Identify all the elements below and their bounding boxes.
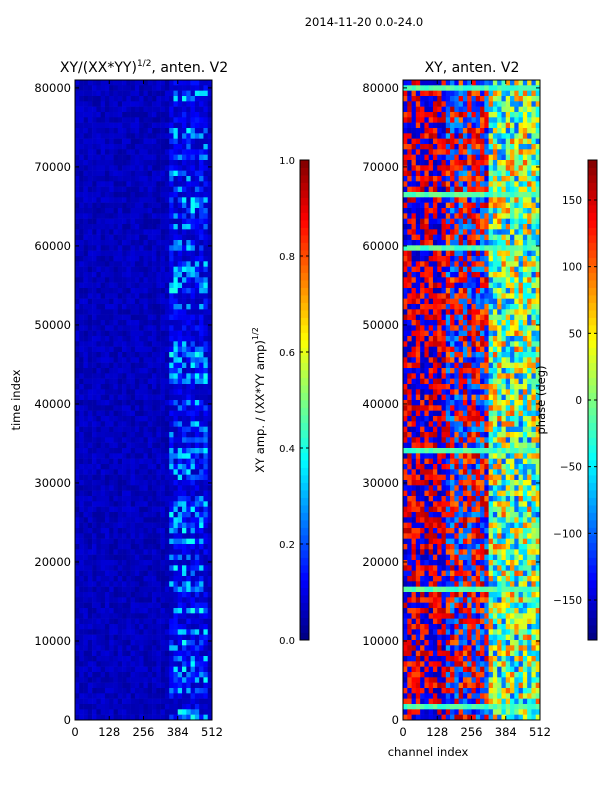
y-tick-label: 40000: [362, 397, 399, 411]
y-tick-label: 70000: [362, 160, 399, 174]
colorbar-tick-label: 0.8: [279, 252, 295, 263]
right-colorbar: −150 −100 −50 0 50 100 150: [553, 159, 598, 641]
x-tick-label: 0: [71, 725, 78, 739]
y-tick-label: 60000: [362, 239, 399, 253]
left-heatmap-cells: [75, 80, 213, 721]
y-tick-label: 40000: [34, 397, 71, 411]
colorbar-tick-label: −150: [553, 595, 582, 607]
left-plot-title: XY/(XX*YY)1/2, anten. V2: [60, 59, 228, 76]
y-tick-label: 80000: [362, 81, 399, 95]
y-tick-label: 50000: [34, 318, 71, 332]
colorbar-tick-label: −50: [560, 462, 582, 474]
y-tick-label: 0: [392, 713, 399, 727]
colorbar-tick-label: −100: [553, 528, 582, 540]
y-tick-label: 60000: [34, 239, 71, 253]
y-tick-label: 30000: [34, 476, 71, 490]
right-x-axis-label: channel index: [388, 745, 469, 759]
left-y-axis-label: time index: [9, 369, 23, 430]
left-colorbar: 0.0 0.2 0.4 0.6 0.8 1.0: [279, 156, 310, 647]
y-tick-label: 50000: [362, 318, 399, 332]
colorbar-tick-label: 0.2: [279, 540, 295, 551]
colorbar-tick-label: 0: [575, 395, 582, 407]
colorbar-gradient: [300, 160, 309, 641]
left-colorbar-label: XY amp. / (XX*YY amp)1/2: [251, 327, 267, 473]
colorbar-tick-label: 0.6: [279, 348, 295, 359]
left-heatmap-plot: 0 128 256 384 512 0 10000 20000 30000 40000 50000 6…: [34, 79, 223, 739]
y-tick-label: 10000: [362, 634, 399, 648]
colorbar-frame: [299, 159, 310, 641]
colorbar-tick-label: 0.0: [279, 636, 295, 647]
colorbar-tick-label: 150: [562, 195, 582, 207]
y-tick-label: 0: [64, 713, 71, 727]
x-tick-label: 128: [98, 725, 120, 739]
colorbar-tick-label: 0.4: [279, 444, 295, 455]
x-tick-label: 256: [133, 725, 155, 739]
x-tick-label: 384: [495, 725, 517, 739]
colorbar-tick-label: 1.0: [279, 156, 295, 167]
y-tick-label: 20000: [362, 555, 399, 569]
y-tick-label: 30000: [362, 476, 399, 490]
x-tick-label: 384: [167, 725, 189, 739]
right-heatmap-plot: 0 128 256 384 512 0 10000 20000 30000 40000 50000 6…: [362, 79, 551, 739]
y-tick-label: 70000: [34, 160, 71, 174]
colorbar-tick-label: 50: [569, 328, 582, 340]
y-tick-label: 10000: [34, 634, 71, 648]
right-heatmap-cells: [403, 80, 541, 721]
x-tick-label: 512: [201, 725, 223, 739]
colorbar-tick-label: 100: [562, 262, 582, 274]
y-tick-label: 20000: [34, 555, 71, 569]
y-tick-label: 80000: [34, 81, 71, 95]
figure-suptitle: 2014-11-20 0.0-24.0: [305, 15, 424, 29]
colorbar-gradient: [588, 160, 597, 641]
x-tick-label: 256: [461, 725, 483, 739]
x-tick-label: 0: [399, 725, 406, 739]
right-plot-title: XY, anten. V2: [425, 60, 520, 76]
x-tick-label: 128: [426, 725, 448, 739]
x-tick-label: 512: [529, 725, 551, 739]
right-colorbar-label: phase (deg): [534, 365, 548, 434]
